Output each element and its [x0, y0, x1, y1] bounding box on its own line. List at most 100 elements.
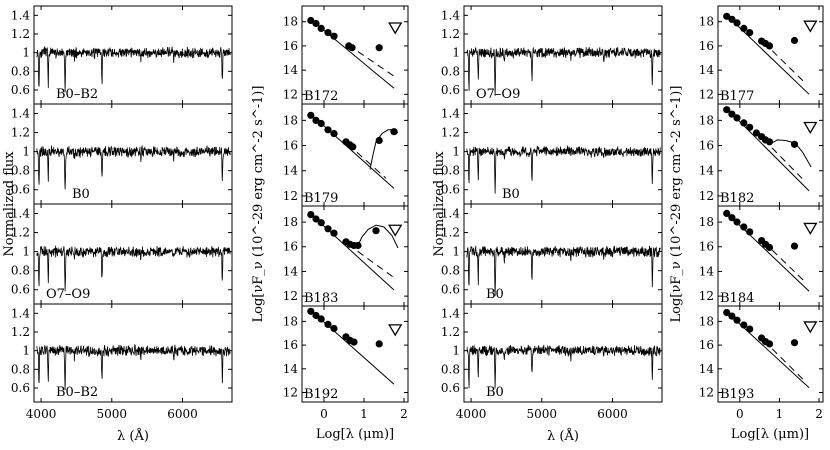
y-tick-label: 1.4: [441, 207, 460, 221]
spectrum-line: [36, 245, 231, 292]
source-id-label: B193: [720, 387, 754, 402]
y-tick-label: 0.6: [11, 83, 30, 97]
sed-dashed-line: [763, 41, 804, 82]
spectrum-panel: 0.6 0.8 1 1.2 1.4 B0: [11, 103, 233, 205]
sed-data-point: [324, 320, 332, 328]
y-tick-label: 0.6: [11, 381, 30, 395]
y-tick-label: 12: [699, 386, 714, 400]
sed-excess-curve: [357, 224, 399, 249]
x-tick-label: 4000: [456, 407, 487, 421]
sed-dashed-line: [347, 243, 395, 279]
y-tick-label: 1.2: [441, 27, 460, 41]
x-tick-label: 5000: [97, 407, 128, 421]
sed-data-point: [723, 308, 731, 317]
sed-model-line: [725, 14, 810, 95]
spectrum-panel: 0.6 0.8 1 1.2 1.4 B0: [441, 203, 663, 305]
sed-dashed-line: [763, 340, 804, 380]
x-tick-label: 0: [320, 407, 328, 421]
y-tick-label: 14: [699, 264, 715, 278]
sed-data-point: [312, 19, 320, 28]
sed-data-point: [723, 12, 731, 20]
sed-dashed-line: [763, 138, 804, 180]
sed-model-line: [309, 309, 395, 385]
sed-panel: 12 14 16 18 B177: [699, 5, 824, 105]
sed-data-point: [307, 307, 315, 315]
y-tick-label: 12: [283, 87, 298, 101]
y-tick-label: 18: [699, 215, 714, 229]
x-tick-label: 6000: [167, 407, 198, 421]
y-tick-label: 0.6: [441, 183, 460, 197]
y-tick-label: 0.6: [441, 83, 460, 97]
spectral-class-label: B0–B2: [56, 87, 98, 102]
y-tick-label: 14: [283, 264, 299, 278]
sed-model-line: [725, 211, 810, 292]
y-tick-label: 1.4: [11, 8, 30, 22]
spectrum-line: [36, 45, 231, 93]
sed-data-point: [307, 211, 315, 219]
y-tick-label: 0.8: [11, 64, 30, 78]
spectrum-line: [466, 144, 661, 194]
spectral-class-label: B0: [486, 385, 504, 400]
sed-data-point: [350, 338, 358, 346]
spectrum-panel: 0.6 0.8 1 1.2 1.4 4000 5000 6000 B0–B2: [11, 303, 233, 421]
sed-data-point: [312, 116, 320, 124]
sed-data-point: [733, 19, 741, 27]
sed-data-point: [330, 324, 338, 333]
sed-data-point: [307, 16, 315, 25]
sed-data-point: [324, 225, 332, 233]
sed-excess-curve: [769, 139, 812, 168]
sed-data-point: [746, 123, 754, 131]
spectra-y-axis-label: Normalized flux: [432, 151, 447, 257]
spectrum-frame: [463, 303, 663, 403]
y-tick-label: 18: [699, 15, 714, 29]
sed-data-point: [390, 128, 398, 136]
sed-panel: 12 14 16 18 B179: [283, 103, 409, 207]
spectrum-line: [466, 344, 661, 389]
sed-data-point: [790, 140, 799, 148]
sed-data-point: [746, 325, 754, 333]
y-tick-label: 0.8: [11, 362, 30, 376]
upper-limit-marker: [388, 22, 403, 35]
upper-limit-marker: [388, 224, 403, 237]
y-tick-label: 1: [452, 344, 460, 358]
y-tick-label: 0.8: [441, 264, 460, 278]
spectrum-frame: [33, 303, 233, 403]
sed-data-point: [733, 218, 741, 226]
sed-data-point: [372, 227, 380, 235]
y-tick-label: 0.8: [441, 362, 460, 376]
sed-data-point: [740, 223, 748, 231]
spectrum-panel: 0.6 0.8 1 1.2 1.4 4000 5000 6000 B0: [441, 303, 663, 421]
y-tick-label: 1: [22, 245, 30, 259]
sed-data-point: [723, 209, 731, 217]
sed-data-point: [765, 42, 774, 50]
sed-data-point: [317, 119, 325, 128]
y-tick-label: 16: [283, 240, 298, 254]
y-tick-label: 0.8: [11, 164, 30, 178]
x-tick-label: 1: [360, 407, 368, 421]
y-tick-label: 12: [699, 189, 714, 203]
y-tick-label: 18: [283, 113, 298, 127]
y-tick-label: 1.4: [441, 306, 460, 320]
sed-data-point: [790, 339, 799, 347]
sed-dashed-line: [763, 241, 804, 281]
source-id-label: B192: [304, 387, 338, 402]
y-tick-label: 1.2: [441, 126, 460, 140]
spectral-class-label: B0–B2: [56, 385, 98, 400]
spectrum-line: [466, 47, 661, 96]
y-tick-label: 1.2: [441, 325, 460, 339]
sed-data-point: [746, 28, 754, 37]
sed-data-point: [746, 228, 754, 236]
y-tick-label: 1.2: [11, 126, 30, 140]
spectral-class-label: B0: [72, 187, 90, 202]
y-tick-label: 14: [283, 362, 299, 376]
sed-model-line: [309, 113, 395, 189]
spectrum-line: [36, 145, 231, 190]
x-tick-label: 1: [776, 407, 784, 421]
y-tick-label: 16: [699, 240, 714, 254]
spectral-class-label: B0: [486, 287, 504, 302]
sed-data-point: [740, 321, 748, 329]
y-tick-label: 1.4: [11, 107, 30, 121]
sed-data-point: [733, 114, 741, 122]
y-tick-label: 1: [452, 145, 460, 159]
sed-data-point: [790, 36, 799, 45]
